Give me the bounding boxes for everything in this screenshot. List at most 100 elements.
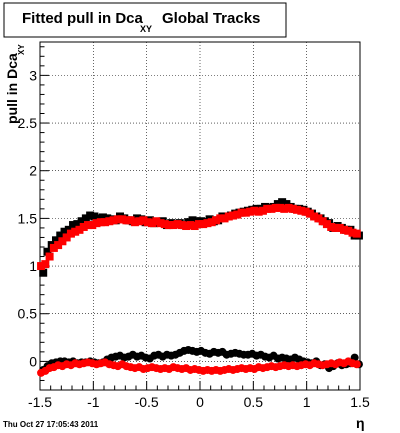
data-point [77,217,86,226]
x-tick-label: -0.5 [135,394,159,410]
x-tick-label: 0 [196,394,204,410]
data-point [73,220,82,229]
data-point [66,229,75,238]
data-point [45,252,54,261]
data-point [216,214,225,223]
data-point [207,218,216,227]
data-point [69,221,78,230]
data-point [98,213,107,222]
chart-title: Fitted pull in Dca [22,10,143,27]
data-point [348,228,357,237]
data-point [246,207,255,216]
data-point [250,206,259,215]
data-point [122,216,131,225]
data-point [52,236,60,245]
data-point [212,216,220,225]
data-point [79,222,88,231]
data-point [56,231,65,240]
data-point [276,203,284,212]
data-point [314,214,323,223]
data-point [90,212,99,221]
data-point [156,219,165,228]
data-point [39,268,48,277]
axis-ticks [39,46,361,390]
data-point [322,220,331,229]
data-point [113,215,122,224]
data-point [305,209,314,218]
data-point [96,218,105,227]
tick-labels: -1.5 -1 -0.5 0 0.5 1 1.5 0 0.5 1 1.5 2 2.5 3 [18,67,370,410]
title-box [3,2,287,38]
data-point [297,206,306,215]
y-axis-label: pull in Dca [4,53,20,124]
data-point [86,211,95,220]
data-point [135,217,144,226]
y-axis-label-subscript: XY [17,44,26,55]
data-point [327,222,336,231]
data-point [148,219,156,228]
data-point [241,208,250,217]
data-point [233,210,242,219]
data-point [71,227,80,236]
data-point [169,221,178,230]
data-point [194,220,203,229]
data-point [301,207,310,216]
data-point [237,208,246,217]
y-axis-subscript-group: XY [17,44,26,55]
data-point [267,204,276,213]
x-tick-label: -1 [87,394,100,410]
timestamp: Thu Oct 27 17:05:43 2011 [3,420,99,429]
data-point [49,243,58,252]
data-point [331,223,340,232]
data-point [220,214,229,223]
data-point [37,262,46,271]
data-point [344,226,353,235]
chart-title-subscript: XY [140,24,152,34]
data-point [352,360,361,369]
y-tick-label: 0.5 [18,306,38,322]
data-point [335,223,344,232]
x-tick-label: 0.5 [244,394,264,410]
y-tick-label: 1 [29,258,37,274]
data-point [229,211,238,220]
y-tick-label: 2.5 [18,115,38,131]
data-point [139,216,148,225]
x-tick-label: 1 [303,394,311,410]
data-point [92,219,101,228]
data-point [165,221,174,230]
data-point [75,225,84,234]
data-point [101,218,110,227]
y-tick-label: 1.5 [18,210,38,226]
data-marks [37,198,363,377]
data-point [54,241,63,250]
data-point [254,207,263,216]
data-point [288,204,297,213]
data-point [199,220,208,229]
x-axis-label: η [356,415,365,431]
data-point [224,212,233,221]
y-tick-label: 2 [29,163,37,179]
data-point [280,204,289,213]
data-point [263,204,272,213]
data-point [203,219,212,228]
data-point [152,217,161,226]
y-tick-label: 0 [29,353,37,369]
data-point [188,216,197,225]
data-point [126,216,135,225]
data-point [177,221,186,230]
data-point [352,229,361,238]
data-point [58,237,67,246]
data-point [130,218,139,227]
data-point [284,203,293,212]
data-point [109,216,118,225]
data-point [278,198,287,207]
data-point [84,221,92,230]
data-point [271,203,280,212]
data-point [340,225,348,234]
data-point [88,221,97,230]
data-point [143,218,152,227]
data-point [81,214,90,223]
y-tick-label: 3 [29,67,37,83]
x-tick-label: 1.5 [350,394,370,410]
